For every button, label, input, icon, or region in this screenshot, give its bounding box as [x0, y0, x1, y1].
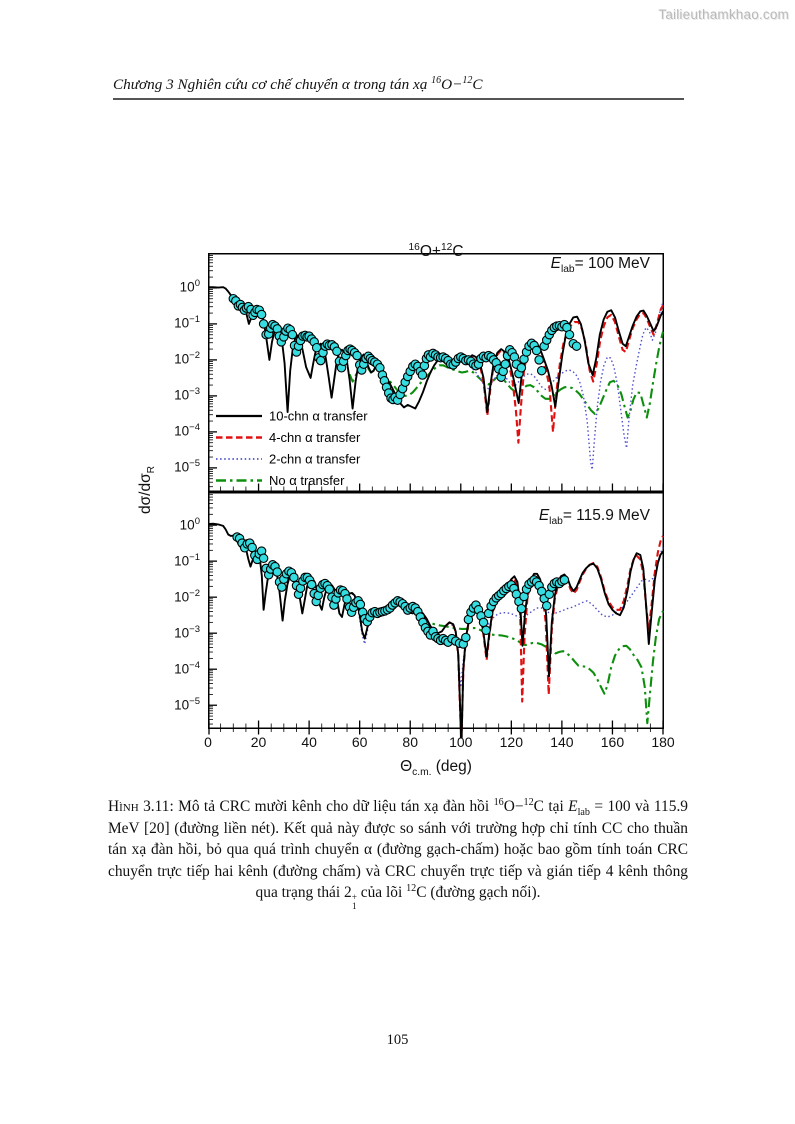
data-point	[355, 599, 366, 610]
plot-panel-115mev	[208, 492, 664, 738]
curve-dashdot	[419, 610, 664, 725]
curve-solid	[208, 522, 664, 738]
data-point	[272, 567, 283, 577]
data-point	[536, 365, 547, 376]
data-point	[534, 355, 544, 365]
legend-label: No α transfer	[269, 473, 345, 488]
y-tick-label: 10−4	[174, 659, 200, 677]
x-tick-label: 100	[449, 734, 473, 750]
data-point	[571, 341, 582, 351]
data-point	[332, 346, 342, 357]
legend-label: 10-chn α transfer	[269, 409, 368, 424]
data-point	[287, 329, 298, 340]
data-point	[541, 601, 552, 611]
curve-solid	[208, 286, 664, 414]
x-tick-label: 40	[301, 734, 317, 750]
reaction-title: 16O+12C	[408, 241, 464, 260]
x-axis-label: Θc.m. (deg)	[400, 758, 472, 779]
data-point	[564, 329, 575, 340]
legend-label: 2-chn α transfer	[269, 452, 361, 467]
header-rule	[113, 98, 684, 100]
x-tick-label: 160	[600, 734, 625, 750]
y-tick-label: 10−2	[174, 350, 200, 367]
x-tick-label: 120	[499, 734, 524, 750]
x-tick-labels: 0 20 40 60 80 100 120 140 160 180	[204, 734, 675, 752]
data-point	[324, 584, 335, 594]
data-point	[478, 617, 489, 628]
y-tick-label: 10−3	[174, 623, 200, 641]
data-point	[342, 594, 352, 604]
y-tick-label: 10−4	[174, 422, 200, 439]
y-tick-labels-bottom: 100 10−1 10−2 10−3 10−4 10−5	[156, 492, 200, 729]
x-tick-label: 140	[550, 734, 574, 750]
y-tick-label: 10−1	[174, 314, 200, 331]
y-tick-label: 10−1	[174, 551, 200, 569]
y-tick-label: 100	[179, 278, 200, 295]
x-tick-label: 60	[351, 734, 368, 750]
legend-label: 4-chn α transfer	[269, 430, 361, 445]
chapter-header: Chương 3 Nghiên cứu cơ chế chuyển α tron…	[113, 74, 483, 93]
data-point	[461, 632, 471, 643]
data-point	[306, 579, 317, 590]
y-axis-label: dσ/dσR	[137, 465, 158, 515]
data-point	[516, 603, 527, 614]
page-number: 105	[386, 1032, 409, 1048]
data-point	[277, 582, 287, 592]
watermark: Tailieuthamkhao.com	[658, 7, 789, 22]
y-tick-label: 10−3	[174, 386, 200, 403]
data-point	[258, 553, 269, 564]
data-point	[481, 625, 491, 636]
plot-panel-100mev: 10-chn α transfer 4-chn α transfer 2-chn α…	[208, 253, 664, 492]
figure-caption: Hình 3.11: Mô tả CRC mười kênh cho dữ li…	[108, 796, 688, 911]
y-tick-labels-top: 100 10−1 10−2 10−3 10−4 10−5	[156, 253, 200, 492]
energy-label-115mev: Elab= 115.9 MeV	[538, 507, 650, 528]
curve-dashdot	[348, 331, 664, 419]
x-tick-label: 180	[651, 734, 675, 750]
data-point	[247, 542, 257, 553]
data-point	[500, 359, 511, 369]
curve-dotted	[351, 547, 664, 688]
data-point	[352, 350, 362, 361]
curve-dashed	[444, 535, 664, 738]
data-point	[417, 370, 428, 380]
y-tick-label: 100	[179, 515, 200, 533]
y-tick-label: 10−5	[174, 458, 200, 475]
data-point	[559, 575, 570, 585]
energy-label-100mev: Elab= 100 MeV	[550, 255, 650, 276]
x-tick-label: 20	[250, 734, 267, 750]
y-tick-label: 10−2	[174, 587, 200, 605]
data-point	[258, 319, 269, 329]
data-point	[315, 355, 326, 366]
data-point	[516, 363, 527, 373]
x-tick-label: 0	[204, 734, 212, 750]
data-point	[289, 572, 299, 583]
data-point	[256, 309, 267, 320]
x-tick-label: 80	[402, 734, 419, 750]
data-point	[531, 345, 542, 356]
y-tick-label: 10−5	[174, 695, 200, 713]
